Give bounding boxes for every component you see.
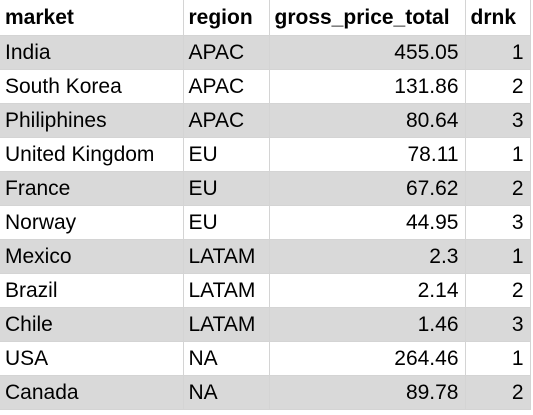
cell-region[interactable]: NA — [183, 375, 270, 410]
cell-gross-price-total[interactable]: 44.95 — [269, 205, 466, 240]
cell-market[interactable]: Norway — [0, 205, 184, 240]
table-row: South Korea APAC 131.86 2 — [0, 69, 531, 104]
header-region[interactable]: region — [183, 0, 270, 36]
cell-market[interactable]: Canada — [0, 375, 184, 410]
cell-market[interactable]: India — [0, 35, 184, 70]
table-row: Brazil LATAM 2.14 2 — [0, 273, 531, 308]
cell-region[interactable]: APAC — [183, 103, 270, 138]
cell-region[interactable]: LATAM — [183, 239, 270, 274]
cell-gross-price-total[interactable]: 78.11 — [269, 137, 466, 172]
cell-market[interactable]: United Kingdom — [0, 137, 184, 172]
table-row: France EU 67.62 2 — [0, 171, 531, 206]
cell-market[interactable]: Chile — [0, 307, 184, 342]
cell-market[interactable]: South Korea — [0, 69, 184, 104]
table-header: market region gross_price_total drnk — [0, 0, 531, 36]
cell-region[interactable]: EU — [183, 171, 270, 206]
cell-gross-price-total[interactable]: 455.05 — [269, 35, 466, 70]
cell-drnk[interactable]: 1 — [465, 137, 531, 172]
cell-drnk[interactable]: 3 — [465, 205, 531, 240]
cell-drnk[interactable]: 2 — [465, 69, 531, 104]
cell-drnk[interactable]: 2 — [465, 273, 531, 308]
cell-region[interactable]: EU — [183, 137, 270, 172]
cell-market[interactable]: Mexico — [0, 239, 184, 274]
header-market[interactable]: market — [0, 0, 184, 36]
cell-gross-price-total[interactable]: 2.3 — [269, 239, 466, 274]
header-drnk[interactable]: drnk — [465, 0, 531, 36]
table-row: Canada NA 89.78 2 — [0, 375, 531, 410]
cell-drnk[interactable]: 1 — [465, 239, 531, 274]
table-row: Norway EU 44.95 3 — [0, 205, 531, 240]
cell-market[interactable]: Brazil — [0, 273, 184, 308]
cell-region[interactable]: LATAM — [183, 273, 270, 308]
cell-gross-price-total[interactable]: 67.62 — [269, 171, 466, 206]
table-row: United Kingdom EU 78.11 1 — [0, 137, 531, 172]
cell-drnk[interactable]: 3 — [465, 103, 531, 138]
cell-market[interactable]: USA — [0, 341, 184, 376]
cell-region[interactable]: NA — [183, 341, 270, 376]
cell-gross-price-total[interactable]: 1.46 — [269, 307, 466, 342]
cell-drnk[interactable]: 2 — [465, 375, 531, 410]
cell-gross-price-total[interactable]: 80.64 — [269, 103, 466, 138]
cell-gross-price-total[interactable]: 89.78 — [269, 375, 466, 410]
table-row: Mexico LATAM 2.3 1 — [0, 239, 531, 274]
cell-region[interactable]: EU — [183, 205, 270, 240]
table-row: USA NA 264.46 1 — [0, 341, 531, 376]
cell-region[interactable]: APAC — [183, 35, 270, 70]
cell-drnk[interactable]: 3 — [465, 307, 531, 342]
cell-gross-price-total[interactable]: 2.14 — [269, 273, 466, 308]
table-row: Philiphines APAC 80.64 3 — [0, 103, 531, 138]
cell-gross-price-total[interactable]: 264.46 — [269, 341, 466, 376]
cell-market[interactable]: France — [0, 171, 184, 206]
cell-gross-price-total[interactable]: 131.86 — [269, 69, 466, 104]
header-gross-price-total[interactable]: gross_price_total — [269, 0, 466, 36]
table-row: Chile LATAM 1.46 3 — [0, 307, 531, 342]
cell-region[interactable]: APAC — [183, 69, 270, 104]
cell-region[interactable]: LATAM — [183, 307, 270, 342]
header-row: market region gross_price_total drnk — [0, 0, 531, 36]
table-body: India APAC 455.05 1 South Korea APAC 131… — [0, 35, 531, 410]
cell-drnk[interactable]: 1 — [465, 341, 531, 376]
cell-market[interactable]: Philiphines — [0, 103, 184, 138]
cell-drnk[interactable]: 2 — [465, 171, 531, 206]
cell-drnk[interactable]: 1 — [465, 35, 531, 70]
table-row: India APAC 455.05 1 — [0, 35, 531, 70]
